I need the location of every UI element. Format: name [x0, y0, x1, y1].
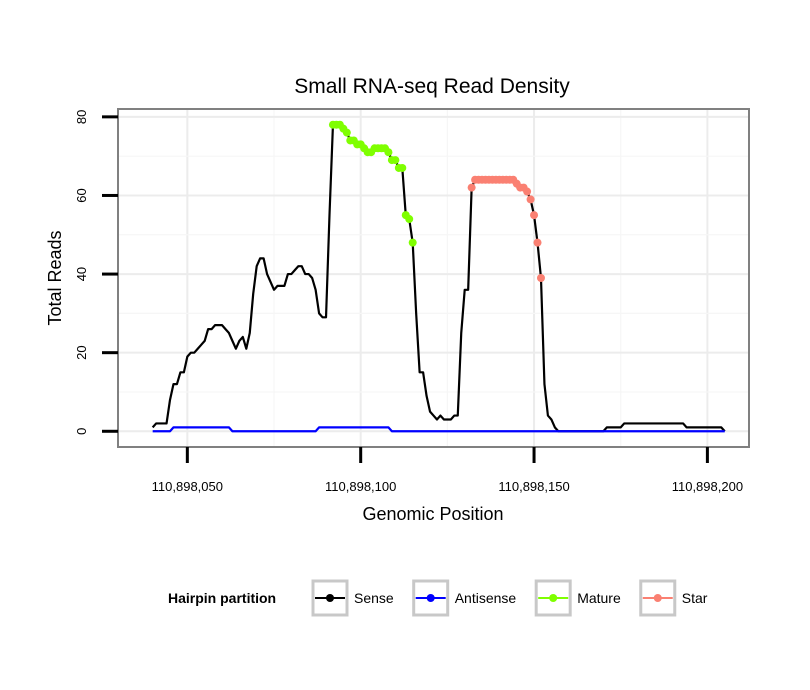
series-points [328, 120, 545, 282]
y-tick-label: 20 [74, 345, 89, 359]
plot-panel-border [117, 108, 750, 448]
legend-key-point-antisense [426, 594, 435, 602]
data-point-mature [408, 238, 417, 247]
data-point-mature [405, 215, 414, 224]
legend-title: Hairpin partition [168, 590, 276, 606]
data-point-mature [342, 128, 351, 137]
axes: 110,898,050 110,898,100 110,898,150 110,898… [74, 110, 743, 494]
legend-label-antisense: Antisense [455, 590, 517, 606]
legend-key-point-star [653, 594, 662, 602]
x-tick-label: 110,898,100 [325, 479, 396, 494]
y-tick-label: 60 [74, 188, 89, 202]
legend-label-sense: Sense [354, 590, 394, 606]
data-point-star [467, 183, 476, 192]
x-tick-label: 110,898,200 [672, 479, 743, 494]
series-line-antisense [152, 426, 725, 433]
grid [118, 109, 749, 447]
series-lines [151, 123, 726, 433]
x-axis-label: Genomic Position [362, 504, 503, 524]
x-tick-label: 110,898,050 [152, 479, 223, 494]
legend: Hairpin partition Sense Antisense Mature St… [168, 579, 708, 617]
data-point-star [536, 274, 545, 282]
y-tick-label: 80 [74, 110, 89, 124]
legend-key-point-mature [549, 594, 558, 602]
data-point-star [523, 187, 532, 196]
y-tick-label: 0 [74, 428, 89, 435]
legend-label-mature: Mature [577, 590, 621, 606]
data-point-star [533, 238, 542, 247]
data-point-mature [398, 163, 407, 172]
data-point-star [530, 211, 539, 220]
x-tick-label: 110,898,150 [498, 479, 569, 494]
data-point-mature [384, 148, 393, 157]
data-point-star [526, 195, 535, 204]
y-axis-label: Total Reads [45, 230, 65, 325]
legend-key-point-sense [326, 594, 334, 602]
data-point-mature [391, 156, 400, 165]
legend-label-star: Star [682, 590, 708, 606]
chart-title: Small RNA-seq Read Density [294, 75, 570, 98]
series-line-sense [151, 123, 726, 433]
y-tick-label: 40 [74, 267, 89, 281]
